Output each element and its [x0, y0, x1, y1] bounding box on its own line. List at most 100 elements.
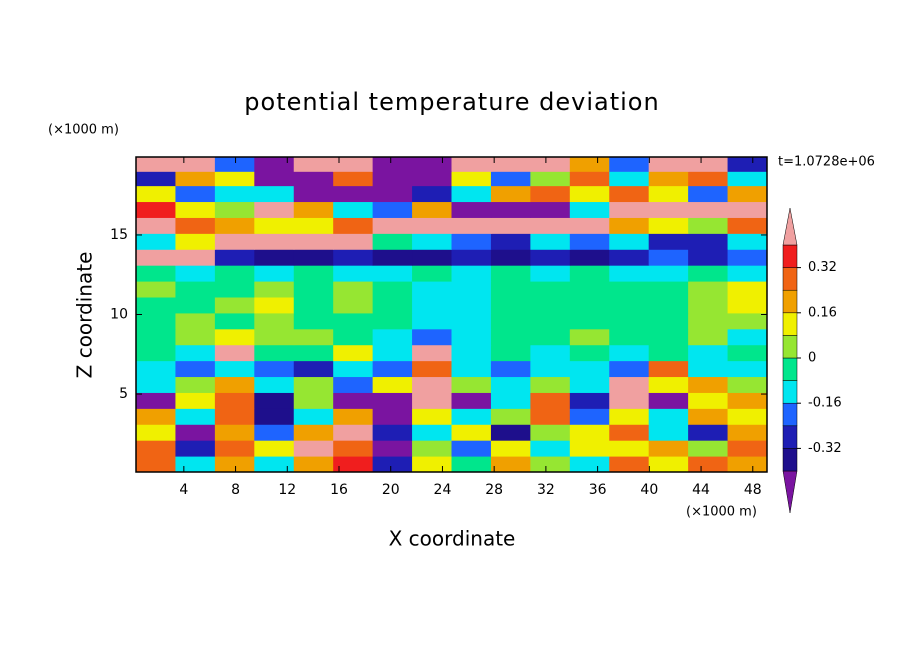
- contour-cell: [648, 201, 689, 218]
- contour-cell: [688, 328, 729, 346]
- contour-cell: [372, 360, 413, 378]
- contour-cell: [372, 265, 413, 282]
- contour-cell: [530, 185, 571, 203]
- contour-cell: [254, 185, 295, 203]
- contour-cell: [569, 185, 610, 203]
- contour-cell: [451, 201, 492, 218]
- contour-cell: [214, 265, 255, 282]
- contour-cell: [412, 328, 452, 346]
- contour-cell: [412, 171, 452, 187]
- contour-cell: [136, 408, 176, 425]
- contour-cell: [214, 328, 255, 346]
- contour-cell: [648, 281, 689, 298]
- contour-cell: [451, 360, 492, 378]
- contour-cell: [293, 424, 334, 441]
- x-tick-label: 48: [744, 482, 762, 498]
- contour-cell: [451, 392, 492, 409]
- contour-cell: [451, 265, 492, 282]
- colorbar-box: [782, 289, 798, 314]
- contour-cell: [530, 360, 571, 378]
- contour-cell: [569, 281, 610, 298]
- contour-cell: [451, 171, 492, 187]
- contour-cell: [569, 265, 610, 282]
- contour-cell: [609, 297, 650, 314]
- contour-cell: [254, 217, 295, 234]
- contour-cell: [490, 440, 531, 457]
- contour-cell: [609, 360, 650, 378]
- contour-cell: [293, 233, 334, 250]
- colorbar-tick-label: -0.16: [808, 396, 842, 411]
- contour-cell: [372, 376, 413, 393]
- contour-cell: [727, 157, 768, 172]
- contour-cell: [609, 408, 650, 425]
- contour-cell: [451, 424, 492, 441]
- contour-cell: [412, 233, 452, 250]
- contour-cell: [530, 440, 571, 457]
- colorbar-tick-label: 0.32: [808, 260, 837, 275]
- contour-cell: [648, 440, 689, 457]
- contour-cell: [609, 201, 650, 218]
- contour-cell: [609, 456, 650, 473]
- contour-cell: [254, 376, 295, 393]
- contour-cell: [569, 440, 610, 457]
- contour-cell: [372, 249, 413, 266]
- contour-cell: [688, 249, 729, 266]
- contour-cell: [727, 217, 768, 234]
- contour-cell: [175, 360, 216, 378]
- contour-cell: [688, 171, 729, 187]
- contour-cell: [333, 344, 374, 362]
- x-unit-label: (×1000 m): [686, 505, 757, 520]
- contour-cell: [333, 312, 374, 330]
- contour-cell: [727, 171, 768, 187]
- contour-cell: [451, 344, 492, 362]
- contour-cell: [293, 392, 334, 409]
- contour-cell: [451, 297, 492, 314]
- contour-cell: [214, 233, 255, 250]
- contour-cell: [175, 249, 216, 266]
- contour-cell: [293, 201, 334, 218]
- contour-cell: [136, 201, 176, 218]
- colorbar-low: [782, 470, 798, 514]
- contour-cell: [333, 185, 374, 203]
- contour-cell: [688, 157, 729, 172]
- contour-cell: [333, 281, 374, 298]
- contour-cell: [214, 456, 255, 473]
- contour-cell: [372, 217, 413, 234]
- contour-cell: [136, 360, 176, 378]
- contour-cell: [451, 249, 492, 266]
- contour-cell: [333, 440, 374, 457]
- contour-cell: [727, 360, 768, 378]
- contour-cell: [569, 201, 610, 218]
- contour-cell: [214, 201, 255, 218]
- contour-cell: [333, 392, 374, 409]
- contour-cell: [333, 424, 374, 441]
- contour-cell: [136, 312, 176, 330]
- contour-cell: [136, 392, 176, 409]
- contour-cell: [214, 440, 255, 457]
- contour-cell: [136, 456, 176, 473]
- contour-cell: [293, 249, 334, 266]
- contour-cell: [727, 201, 768, 218]
- contour-cell: [727, 392, 768, 409]
- contour-cell: [727, 328, 768, 346]
- contour-cell: [609, 344, 650, 362]
- contour-cell: [648, 233, 689, 250]
- contour-cell: [412, 440, 452, 457]
- contour-cell: [688, 217, 729, 234]
- contour-cell: [412, 157, 452, 172]
- contour-cell: [333, 171, 374, 187]
- contour-cell: [451, 440, 492, 457]
- contour-cell: [451, 233, 492, 250]
- contour-cell: [293, 312, 334, 330]
- contour-cell: [372, 424, 413, 441]
- contour-cell: [293, 217, 334, 234]
- contour-cell: [648, 249, 689, 266]
- contour-cell: [293, 297, 334, 314]
- contour-cell: [136, 376, 176, 393]
- contour-cell: [451, 185, 492, 203]
- contour-cell: [569, 157, 610, 172]
- contour-cell: [451, 312, 492, 330]
- contour-cell: [175, 312, 216, 330]
- contour-cell: [214, 408, 255, 425]
- contour-cell: [372, 297, 413, 314]
